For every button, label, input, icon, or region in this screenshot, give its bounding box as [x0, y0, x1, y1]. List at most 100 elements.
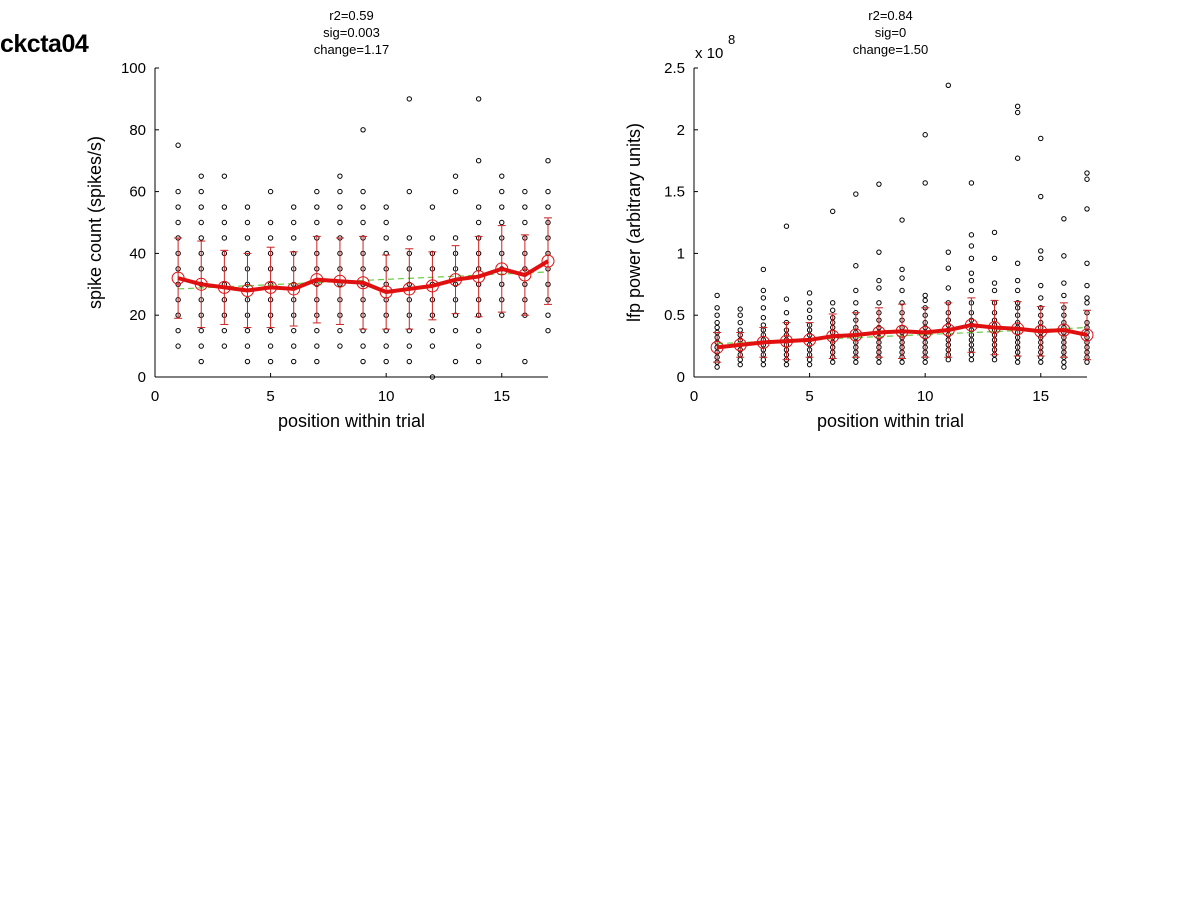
scatter-point	[968, 356, 975, 363]
scatter-point	[853, 359, 859, 365]
scatter-point	[760, 356, 767, 363]
scatter-point	[991, 280, 998, 286]
mean-marker	[1011, 322, 1025, 336]
scatter-point	[922, 180, 928, 186]
mean-marker	[310, 273, 324, 287]
scatter-point	[760, 361, 767, 368]
scatter-point	[175, 142, 181, 148]
scatter-point	[175, 188, 181, 195]
scatter-point	[383, 358, 389, 365]
y-tick-label: 0	[677, 369, 685, 386]
mean-marker	[1034, 324, 1048, 338]
scatter-point	[806, 290, 813, 296]
x-tick-label: 5	[805, 388, 813, 405]
scatter-point	[714, 324, 720, 331]
scatter-point	[760, 322, 767, 328]
scatter-point	[1061, 359, 1067, 365]
scatter-point	[244, 327, 251, 334]
stat-line: r2=0.59	[329, 8, 373, 23]
x-tick-label: 10	[378, 388, 395, 405]
scatter-point	[1084, 206, 1090, 212]
y-tick-label: 0.5	[664, 307, 685, 324]
scatter-point	[499, 204, 505, 210]
mean-marker	[849, 328, 863, 342]
scatter-point	[1061, 253, 1067, 259]
scatter-point	[922, 297, 928, 304]
scatter-point	[198, 204, 204, 210]
mean-marker	[379, 285, 393, 299]
scatter-point	[291, 235, 297, 241]
scatter-point	[244, 235, 251, 241]
scatter-point	[221, 343, 228, 349]
scatter-point	[360, 219, 366, 226]
mean-marker	[872, 326, 886, 340]
scatter-point	[899, 275, 905, 281]
scatter-point	[198, 188, 204, 195]
y-tick-label: 0	[138, 369, 146, 386]
scatter-point	[876, 285, 882, 291]
scatter-point	[244, 358, 251, 365]
scatter-point	[1061, 292, 1067, 299]
mean-marker	[826, 329, 840, 343]
stat-line: r2=0.84	[868, 8, 912, 23]
scatter-point	[406, 358, 412, 365]
scatter-point	[314, 219, 320, 226]
scatter-point	[922, 132, 928, 138]
scatter-point	[876, 359, 882, 365]
scatter-point	[499, 173, 505, 179]
scatter-point	[1038, 255, 1044, 262]
scatter-point	[991, 287, 998, 294]
scatter-point	[221, 219, 228, 226]
scatter-point	[244, 343, 251, 349]
mean-marker	[449, 273, 463, 287]
mean-line	[716, 323, 1088, 350]
scatter-point	[383, 235, 389, 241]
mean-marker	[240, 283, 254, 297]
mean-marker	[710, 340, 724, 354]
scatter-point	[760, 287, 767, 294]
scatter-point	[429, 235, 436, 241]
page-label: ckcta04	[0, 30, 89, 58]
scatter-point	[1038, 135, 1044, 142]
mean-marker	[217, 280, 231, 294]
scatter-point	[475, 219, 482, 226]
y-tick-label: 80	[129, 122, 146, 139]
scatter-point	[737, 327, 743, 333]
scatter-point	[475, 358, 482, 365]
y-tick-label: 100	[121, 60, 146, 77]
scatter-point	[267, 219, 274, 226]
scatter-point	[175, 343, 181, 349]
y-tick-label: 40	[129, 245, 146, 262]
scatter-point	[475, 343, 482, 349]
scatter-point	[406, 96, 412, 102]
mean-marker	[779, 334, 793, 348]
mean-marker	[264, 280, 278, 294]
mean-marker	[472, 270, 486, 284]
y-tick-label: 2	[677, 122, 685, 139]
scatter-point	[429, 327, 436, 334]
scatter-point	[545, 158, 551, 164]
scatter-point	[360, 127, 366, 133]
x-axis-label: position within trial	[817, 411, 964, 431]
scatter-point	[267, 188, 274, 195]
scatter-point	[452, 173, 459, 179]
scatter-point	[314, 358, 320, 365]
stat-line: sig=0	[875, 25, 906, 40]
scatter-point	[991, 229, 998, 236]
scatter-point	[1038, 282, 1044, 289]
scatter-point	[314, 204, 320, 210]
y-axis-label: spike count (spikes/s)	[85, 136, 105, 309]
scatter-point	[198, 358, 204, 365]
scatter-point	[806, 314, 813, 321]
exponent-label: x 10	[695, 45, 723, 62]
scatter-point	[1014, 359, 1021, 365]
scatter-point	[945, 249, 951, 255]
scatter-point	[198, 235, 204, 241]
scatter-point	[830, 307, 836, 313]
scatter-point	[806, 300, 813, 306]
x-tick-label: 15	[1032, 388, 1049, 405]
mean-marker	[194, 277, 208, 291]
scatter-point	[968, 277, 975, 284]
scatter-point	[1084, 176, 1090, 182]
